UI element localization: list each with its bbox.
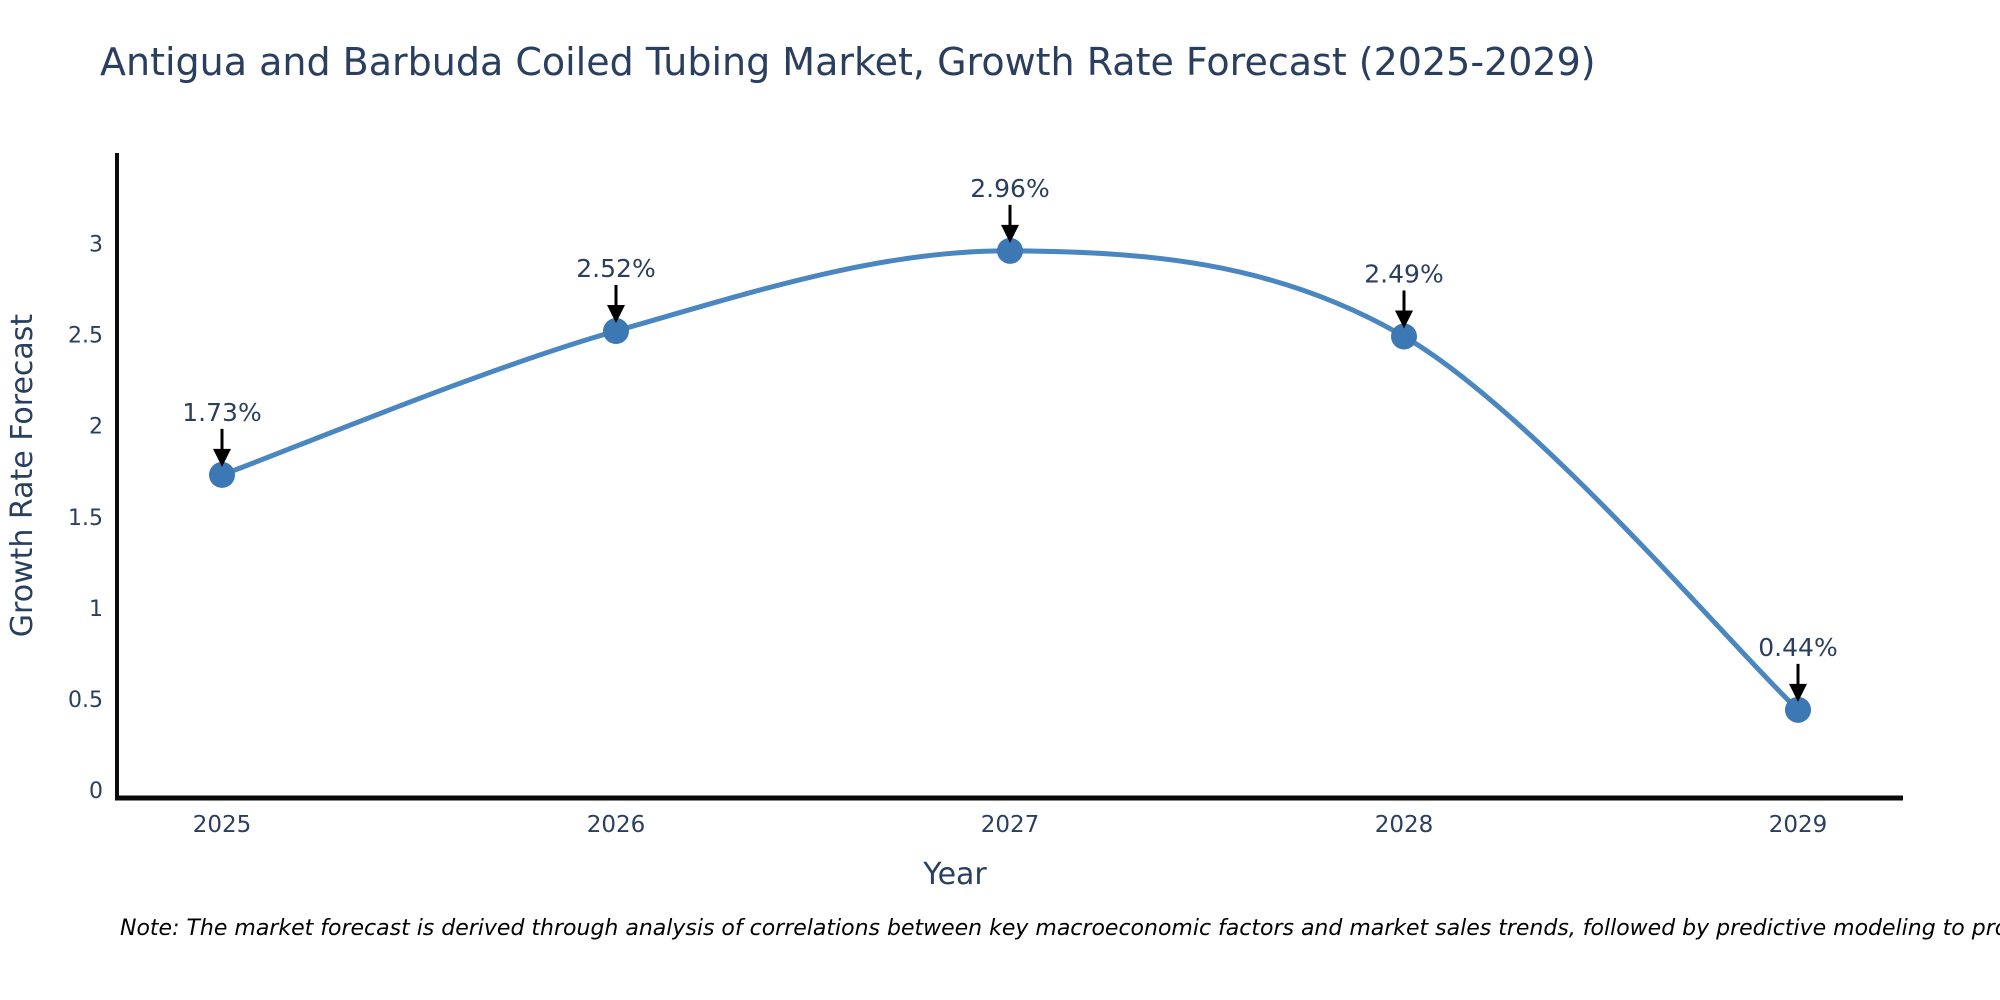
data-point <box>1391 323 1417 350</box>
point-value-label: 0.44% <box>1758 633 1837 662</box>
point-value-label: 2.96% <box>970 174 1049 203</box>
y-tick-label: 1.5 <box>68 506 103 531</box>
forecast-line <box>219 248 1801 713</box>
annotation-arrowhead-icon <box>607 305 625 324</box>
y-tick-label: 2 <box>89 415 103 440</box>
y-tick-label: 2.5 <box>68 324 103 349</box>
y-tick-label: 1 <box>89 597 103 622</box>
x-tick-label: 2026 <box>587 812 646 838</box>
x-tick-label: 2025 <box>193 812 252 838</box>
data-point <box>997 237 1023 264</box>
annotation-arrowhead-icon <box>213 448 231 467</box>
chart-title: Antigua and Barbuda Coiled Tubing Market… <box>100 40 1596 84</box>
annotation-arrowhead-icon <box>1001 224 1019 243</box>
chart-footnote: Note: The market forecast is derived thr… <box>120 916 2000 941</box>
annotation-arrowhead-icon <box>1395 310 1413 329</box>
y-axis-title: Growth Rate Forecast <box>5 314 40 638</box>
x-tick-label: 2028 <box>1375 812 1434 838</box>
point-value-label: 1.73% <box>182 398 261 427</box>
annotation-arrowhead-icon <box>1789 683 1807 702</box>
y-tick-label: 0 <box>89 779 103 804</box>
x-tick-label: 2027 <box>981 812 1040 838</box>
point-value-label: 2.49% <box>1364 259 1443 288</box>
y-tick-label: 3 <box>89 233 103 258</box>
x-axis-title: Year <box>922 857 987 892</box>
data-point <box>603 318 629 345</box>
data-point <box>209 461 235 488</box>
point-value-label: 2.52% <box>576 254 655 283</box>
y-tick-label: 0.5 <box>68 688 103 713</box>
x-tick-label: 2029 <box>1769 812 1828 838</box>
data-point <box>1785 696 1811 723</box>
